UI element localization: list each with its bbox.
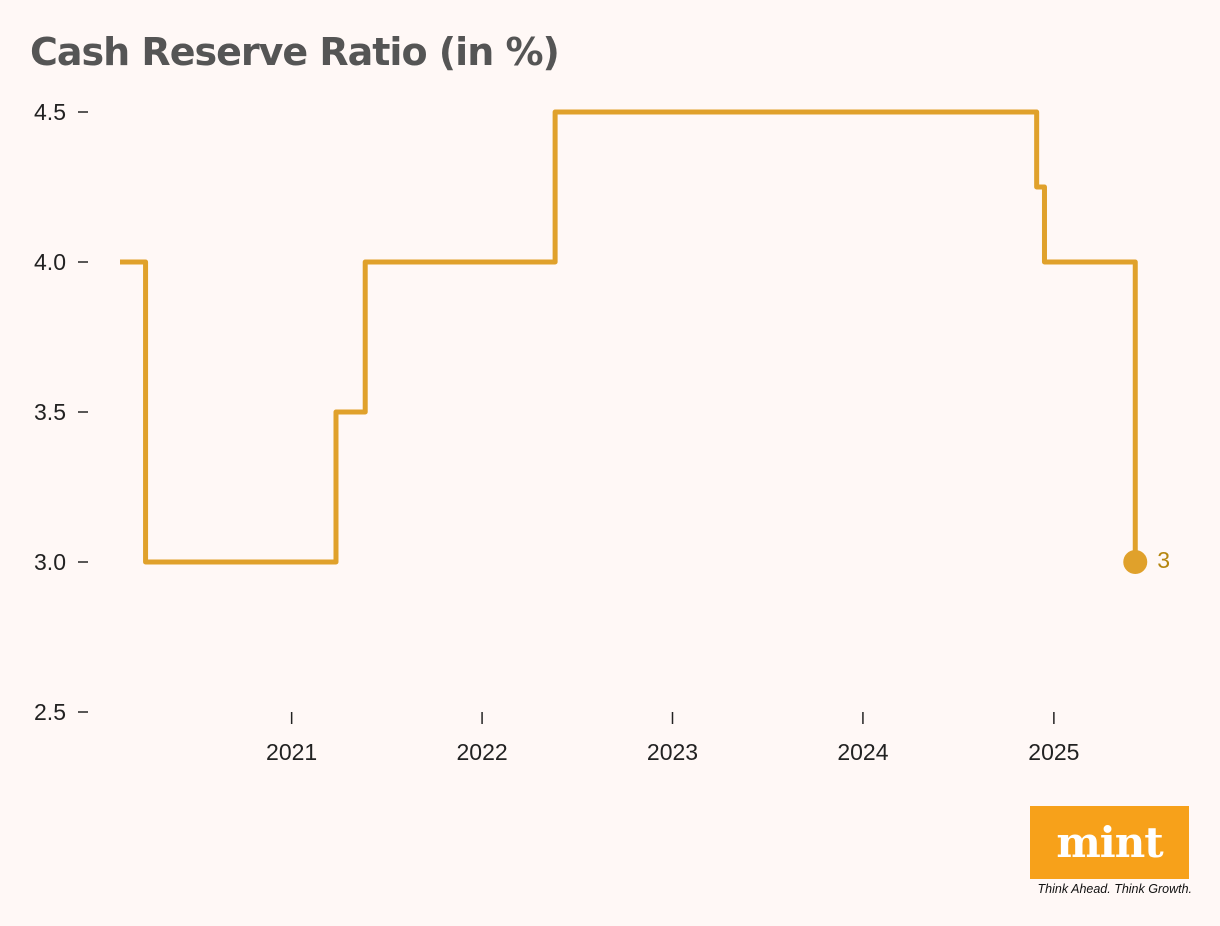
x-tick-label: 2023 — [647, 739, 698, 765]
x-tick-label: 2024 — [837, 739, 888, 765]
end-point-label: 3 — [1157, 547, 1170, 573]
y-tick-label: 2.5 — [34, 699, 66, 725]
y-tick-label: 4.5 — [34, 99, 66, 125]
y-tick-label: 3.0 — [34, 549, 66, 575]
chart-title: Cash Reserve Ratio (in %) — [30, 30, 560, 74]
series-line — [120, 109, 1138, 565]
end-point-marker — [1123, 550, 1148, 574]
logo-word: mint — [1056, 817, 1163, 867]
mint-logo: mint — [1030, 806, 1189, 879]
x-tick-label: 2021 — [266, 739, 317, 765]
logo-tagline: Think Ahead. Think Growth. — [1037, 882, 1192, 896]
y-tick-label: 3.5 — [34, 399, 66, 425]
y-axis: 4.5 4.0 3.5 3.0 2.5 — [34, 99, 88, 725]
y-tick-label: 4.0 — [34, 249, 66, 275]
x-axis: 2021 2022 2023 2024 2025 — [266, 712, 1079, 765]
x-tick-label: 2022 — [456, 739, 507, 765]
x-tick-label: 2025 — [1028, 739, 1079, 765]
series-layer: 3 — [120, 109, 1170, 574]
